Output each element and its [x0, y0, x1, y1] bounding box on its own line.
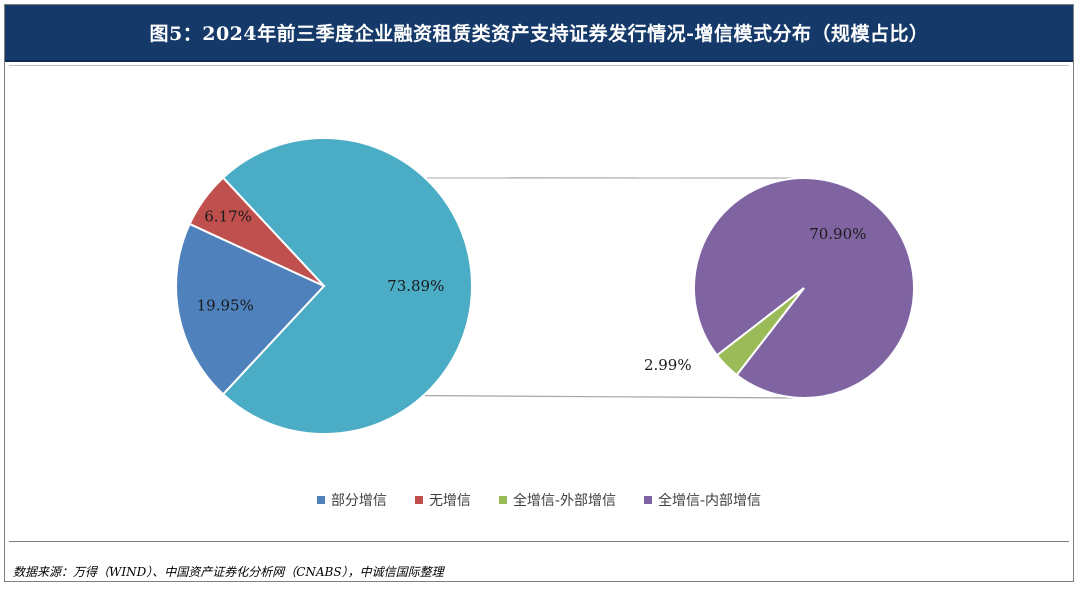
legend-label-internal: 全增信-内部增信 [658, 493, 762, 509]
label-full-enhancement: 73.89% [387, 277, 444, 295]
legend-item-external: 全增信-外部增信 [498, 490, 616, 510]
legend-swatch-external [498, 496, 507, 504]
pie-of-pie-chart: 73.89% 19.95% 6.17% 70.90% 2.99% [175, 137, 915, 435]
slice-no-enhancement [188, 176, 325, 287]
label-partial-enhancement: 19.95% [197, 296, 254, 314]
legend-item-internal: 全增信-内部增信 [644, 490, 761, 510]
legend-label-external: 全增信-外部增信 [512, 493, 616, 509]
figure-frame: 图5：2024年前三季度企业融资租赁类资产支持证券发行情况-增信模式分布（规模占… [4, 4, 1074, 582]
label-external-enhancement: 2.99% [644, 356, 692, 374]
label-no-enhancement: 6.17% [204, 208, 252, 226]
figure-header: 图5：2024年前三季度企业融资租赁类资产支持证券发行情况-增信模式分布（规模占… [5, 5, 1073, 62]
chart-legend: 部分增信 无增信 全增信-外部增信 全增信-内部增信 [9, 490, 1069, 510]
source-note: 数据来源：万得（WIND）、中国资产证券化分析网（CNABS），中诚信国际整理 [13, 565, 444, 579]
legend-swatch-internal [644, 496, 652, 504]
slice-external-enhancement [715, 287, 805, 377]
legend-label-none: 无增信 [428, 493, 471, 509]
chart-area: 73.89% 19.95% 6.17% 70.90% 2.99% 部分增信 无增信 全增… [9, 65, 1069, 542]
label-internal-enhancement: 70.90% [809, 225, 866, 243]
legend-item-none: 无增信 [414, 490, 471, 510]
legend-swatch-none [414, 496, 423, 504]
slice-partial-enhancement [175, 222, 326, 396]
legend-swatch-partial [316, 496, 325, 504]
legend-item-partial: 部分增信 [316, 490, 387, 510]
slice-full-enhancement [221, 137, 474, 435]
legend-label-partial: 部分增信 [330, 493, 387, 509]
figure-title: 图5：2024年前三季度企业融资租赁类资产支持证券发行情况-增信模式分布（规模占… [149, 23, 929, 45]
